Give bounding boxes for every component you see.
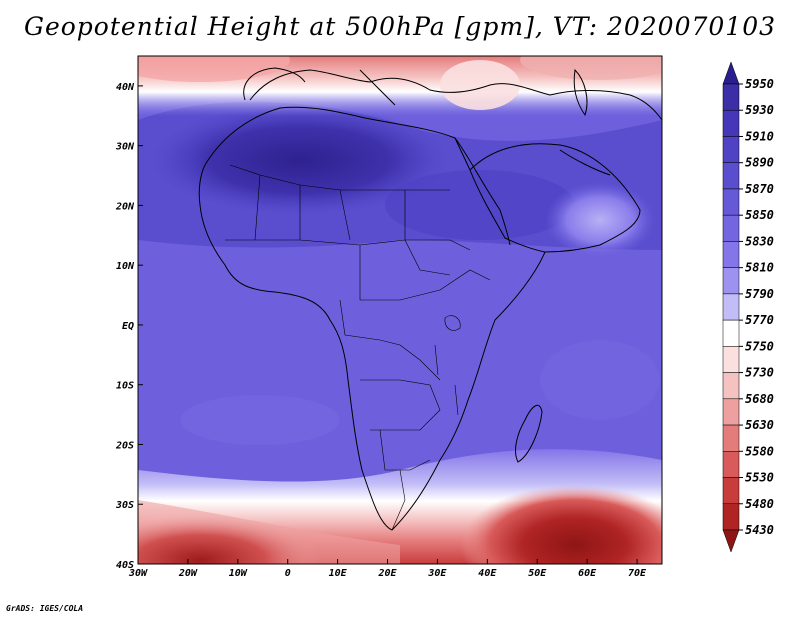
colorbar-label: 5480 xyxy=(745,497,774,511)
colorbar-swatch xyxy=(722,293,740,321)
colorbar-swatch xyxy=(722,241,740,268)
y-tick-label: 10N xyxy=(116,261,135,272)
y-tick-label: 20N xyxy=(115,201,135,212)
lake-victoria xyxy=(444,315,461,331)
x-tick-label: 10E xyxy=(329,568,348,579)
y-tick-label: 30S xyxy=(115,500,134,511)
colorbar-swatch xyxy=(722,372,740,400)
colorbar-swatch xyxy=(722,188,740,216)
colorbar-label: 5770 xyxy=(745,313,774,327)
colorbar-swatch xyxy=(722,398,740,426)
x-tick-label: 0 xyxy=(285,568,291,579)
x-tick-label: 20E xyxy=(377,568,397,579)
x-tick-label: 10W xyxy=(229,568,248,579)
iberia-coastline xyxy=(243,67,306,101)
persian-gulf xyxy=(559,149,611,176)
x-tick-label: 60E xyxy=(578,568,597,579)
colorbar: 5950 5930 5910 5890 5870 5850 5830 5810 5790 5770… xyxy=(722,61,774,553)
colorbar-swatch xyxy=(722,109,740,137)
footer-credit: GrADS: IGES/COLA xyxy=(6,604,84,613)
colorbar-label: 5950 xyxy=(745,77,774,91)
colorbar-label: 5850 xyxy=(745,208,774,222)
colorbar-label: 5830 xyxy=(745,234,774,248)
colorbar-swatch xyxy=(722,346,740,373)
colorbar-label: 5630 xyxy=(745,418,774,432)
contour-field xyxy=(138,56,662,564)
colorbar-swatch xyxy=(722,529,740,553)
colorbar-swatch xyxy=(722,477,740,505)
y-tick-label: 40N xyxy=(116,82,135,93)
colorbar-swatch xyxy=(722,319,740,347)
italy-coastline xyxy=(359,69,396,106)
chart-title: Geopotential Height at 500hPa [gpm], VT:… xyxy=(23,12,777,41)
caspian xyxy=(573,68,588,117)
colorbar-swatch xyxy=(722,83,740,111)
madagascar-coastline xyxy=(515,404,543,463)
arabia-coastline xyxy=(469,143,641,253)
colorbar-swatch xyxy=(722,162,740,190)
colorbar-swatch xyxy=(722,136,740,163)
lake-malawi xyxy=(454,384,459,416)
x-tick-label: 20W xyxy=(178,568,198,579)
colorbar-swatch xyxy=(722,267,740,295)
x-axis: 30W 20W 10W 0 10E 20E 30E 40E 50E 60E 70E xyxy=(128,559,647,579)
colorbar-label: 5930 xyxy=(745,103,774,117)
y-tick-label: 30N xyxy=(115,142,135,153)
colorbar-label: 5890 xyxy=(745,156,774,170)
colorbar-label: 5810 xyxy=(745,261,774,275)
y-tick-label: 10S xyxy=(116,381,134,392)
colorbar-swatch xyxy=(722,61,740,85)
country-borders xyxy=(225,164,491,531)
x-tick-label: 40E xyxy=(478,568,497,579)
colorbar-label: 5580 xyxy=(745,444,774,458)
africa-coastline xyxy=(198,106,546,531)
lake-tanganyika xyxy=(434,344,439,376)
colorbar-swatch xyxy=(722,503,740,531)
x-tick-label: 70E xyxy=(628,568,647,579)
y-tick-label: EQ xyxy=(122,321,134,332)
red-sea-coast xyxy=(454,137,511,246)
y-tick-label: 40S xyxy=(116,560,134,571)
colorbar-swatch xyxy=(722,424,740,452)
y-axis: 40S 30S 20S 10S EQ 10N 20N 30N 40N xyxy=(115,82,143,571)
x-tick-label: 50E xyxy=(528,568,547,579)
europe-coastline xyxy=(249,69,662,121)
plot-frame xyxy=(137,55,663,565)
colorbar-label: 5790 xyxy=(745,287,774,301)
colorbar-swatch xyxy=(722,451,740,478)
colorbar-label: 5530 xyxy=(745,471,774,485)
colorbar-label: 5750 xyxy=(745,339,774,353)
x-tick-label: 30E xyxy=(427,568,447,579)
colorbar-swatch xyxy=(722,214,740,242)
x-tick-label: 30W xyxy=(128,568,148,579)
colorbar-label: 5430 xyxy=(745,523,774,537)
colorbar-label: 5910 xyxy=(745,129,774,143)
colorbar-label: 5870 xyxy=(745,182,774,196)
y-tick-label: 20S xyxy=(115,440,134,451)
colorbar-label: 5680 xyxy=(745,392,774,406)
colorbar-label: 5730 xyxy=(745,366,774,380)
